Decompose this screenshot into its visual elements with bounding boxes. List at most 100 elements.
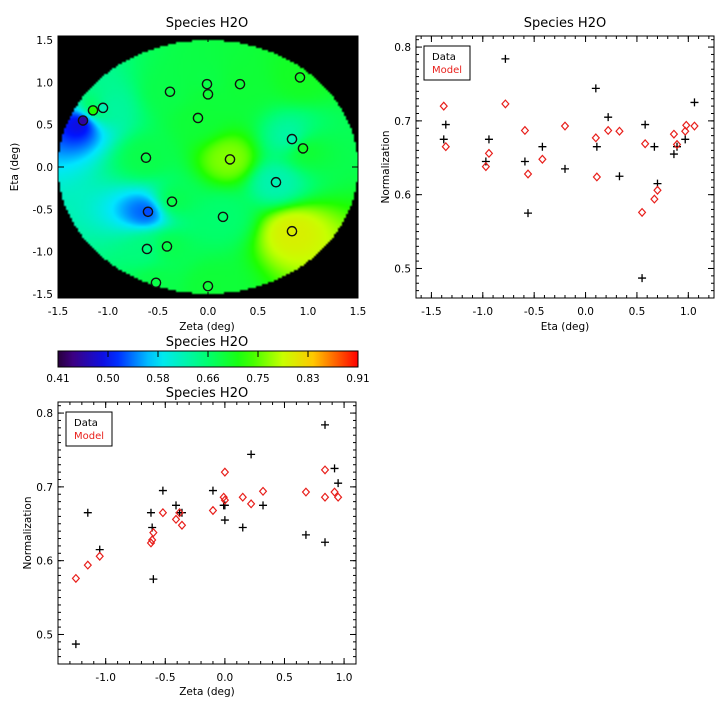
zeta-legend-model: Model: [74, 431, 104, 442]
zeta-markers: [71, 420, 343, 649]
zeta-data-marker: [247, 450, 256, 459]
zeta-model-marker: [171, 514, 181, 525]
eta-data-marker: [484, 135, 493, 144]
colorbar-tick-label: 0.41: [46, 373, 69, 385]
eta-model-marker: [682, 120, 691, 131]
zeta-data-marker: [146, 508, 155, 517]
zeta-data-marker: [321, 538, 330, 547]
zeta-model-marker: [95, 551, 104, 561]
map-colour-image: [58, 36, 358, 298]
eta-title: Species H2O: [524, 16, 606, 31]
map-y-tick-label: -1.0: [33, 247, 54, 259]
eta-model-marker: [653, 185, 662, 195]
zeta-panel: Species H2O -1.0 -0.5 0.0 0.5 1.0 0.5 0.6 0.7 0.…: [22, 386, 357, 698]
zeta-model-marker: [258, 486, 268, 497]
eta-x-tick-label: 0.0: [577, 306, 594, 318]
zeta-model-marker: [238, 492, 247, 502]
map-y-tick-label: 1.0: [36, 77, 53, 89]
zeta-x-label: Zeta (deg): [179, 686, 235, 698]
eta-data-marker: [638, 274, 647, 283]
zeta-model-marker: [149, 527, 158, 538]
map-y-tick-label: 0.0: [36, 162, 53, 174]
eta-model-marker: [592, 172, 602, 182]
zeta-x-tick-label: 1.0: [336, 672, 353, 684]
eta-axes: -1.5 -1.0 -0.5 0.0 0.5 1.0 0.5 0.6 0.7 0.8: [394, 36, 714, 318]
zeta-model-marker: [220, 495, 230, 505]
eta-data-marker: [673, 142, 682, 151]
eta-markers: [439, 54, 699, 283]
eta-model-marker: [650, 194, 659, 204]
map-y-label: Eta (deg): [9, 143, 21, 192]
eta-model-marker: [615, 126, 624, 136]
zeta-y-label: Normalization: [22, 497, 34, 570]
colorbar-tick-label: 0.58: [146, 373, 169, 385]
eta-data-marker: [615, 172, 624, 181]
map-x-tick-label: -1.0: [98, 306, 119, 318]
zeta-x-tick-label: -1.0: [95, 672, 116, 684]
eta-model-marker: [591, 133, 601, 143]
map-station-marker: [270, 176, 282, 188]
zeta-model-marker: [320, 465, 330, 475]
zeta-model-marker: [220, 467, 230, 477]
zeta-model-marker: [333, 492, 343, 502]
map-y-tick-label: -1.5: [33, 289, 54, 301]
map-station-marker: [217, 211, 229, 223]
zeta-legend: Data Model: [65, 411, 113, 447]
map-station-marker: [164, 86, 176, 98]
eta-data-marker: [604, 113, 613, 122]
map-title: Species H2O: [166, 16, 248, 31]
eta-data-marker: [441, 120, 450, 129]
map-station-marker: [202, 280, 214, 292]
zeta-axes: -1.0 -0.5 0.0 0.5 1.0 0.5 0.6 0.7 0.8: [36, 402, 357, 684]
eta-x-tick-label: 1.0: [680, 306, 697, 318]
colorbar-tick-label: 0.66: [196, 373, 220, 385]
eta-data-marker: [592, 142, 601, 151]
map-station-marker: [294, 72, 306, 83]
map-station-marker: [142, 206, 154, 218]
colorbar-tick-label: 0.50: [96, 373, 119, 385]
eta-model-marker: [501, 99, 510, 109]
zeta-model-marker: [71, 573, 81, 584]
eta-legend-model: Model: [432, 65, 462, 76]
eta-legend-data: Data: [432, 52, 456, 63]
eta-data-marker: [591, 84, 600, 93]
map-station-marker: [161, 241, 173, 252]
eta-model-marker: [523, 169, 533, 179]
eta-y-label: Normalization: [380, 131, 392, 204]
zeta-data-marker: [220, 516, 229, 525]
eta-x-tick-label: 0.5: [629, 306, 646, 318]
zeta-y-tick-label: 0.8: [36, 408, 53, 420]
map-station-marker: [234, 78, 246, 90]
map-station-marker: [224, 154, 236, 165]
colorbar-tick-label: 0.75: [246, 373, 269, 385]
zeta-data-marker: [259, 501, 268, 510]
eta-model-marker: [484, 148, 494, 159]
map-station-marker: [297, 143, 309, 154]
zeta-y-tick-label: 0.5: [36, 629, 53, 641]
map-station-marker: [141, 243, 153, 255]
zeta-x-tick-label: -0.5: [155, 672, 176, 684]
eta-model-marker: [560, 121, 570, 131]
eta-x-tick-label: -1.0: [473, 306, 494, 318]
zeta-model-marker: [177, 520, 187, 530]
map-y-tick-label: 1.5: [36, 35, 53, 47]
zeta-y-tick-label: 0.6: [36, 556, 53, 568]
map-station-marker: [87, 105, 99, 116]
zeta-x-tick-label: 0.5: [276, 672, 293, 684]
map-station-marker: [192, 112, 204, 124]
map-station-marker: [286, 225, 298, 237]
zeta-model-marker: [219, 492, 228, 502]
colorbar-title: Species H2O: [166, 335, 248, 350]
eta-model-marker: [681, 126, 690, 136]
colorbar-tick-label: 0.91: [346, 373, 369, 385]
eta-model-marker: [439, 101, 448, 111]
eta-data-marker: [561, 164, 569, 173]
zeta-legend-box: [65, 411, 113, 447]
eta-model-marker: [520, 125, 530, 136]
eta-model-marker: [672, 139, 682, 150]
map-station-markers: [77, 72, 309, 292]
zeta-data-marker: [158, 486, 167, 495]
zeta-model-marker: [158, 508, 168, 518]
zeta-data-marker: [149, 575, 158, 584]
